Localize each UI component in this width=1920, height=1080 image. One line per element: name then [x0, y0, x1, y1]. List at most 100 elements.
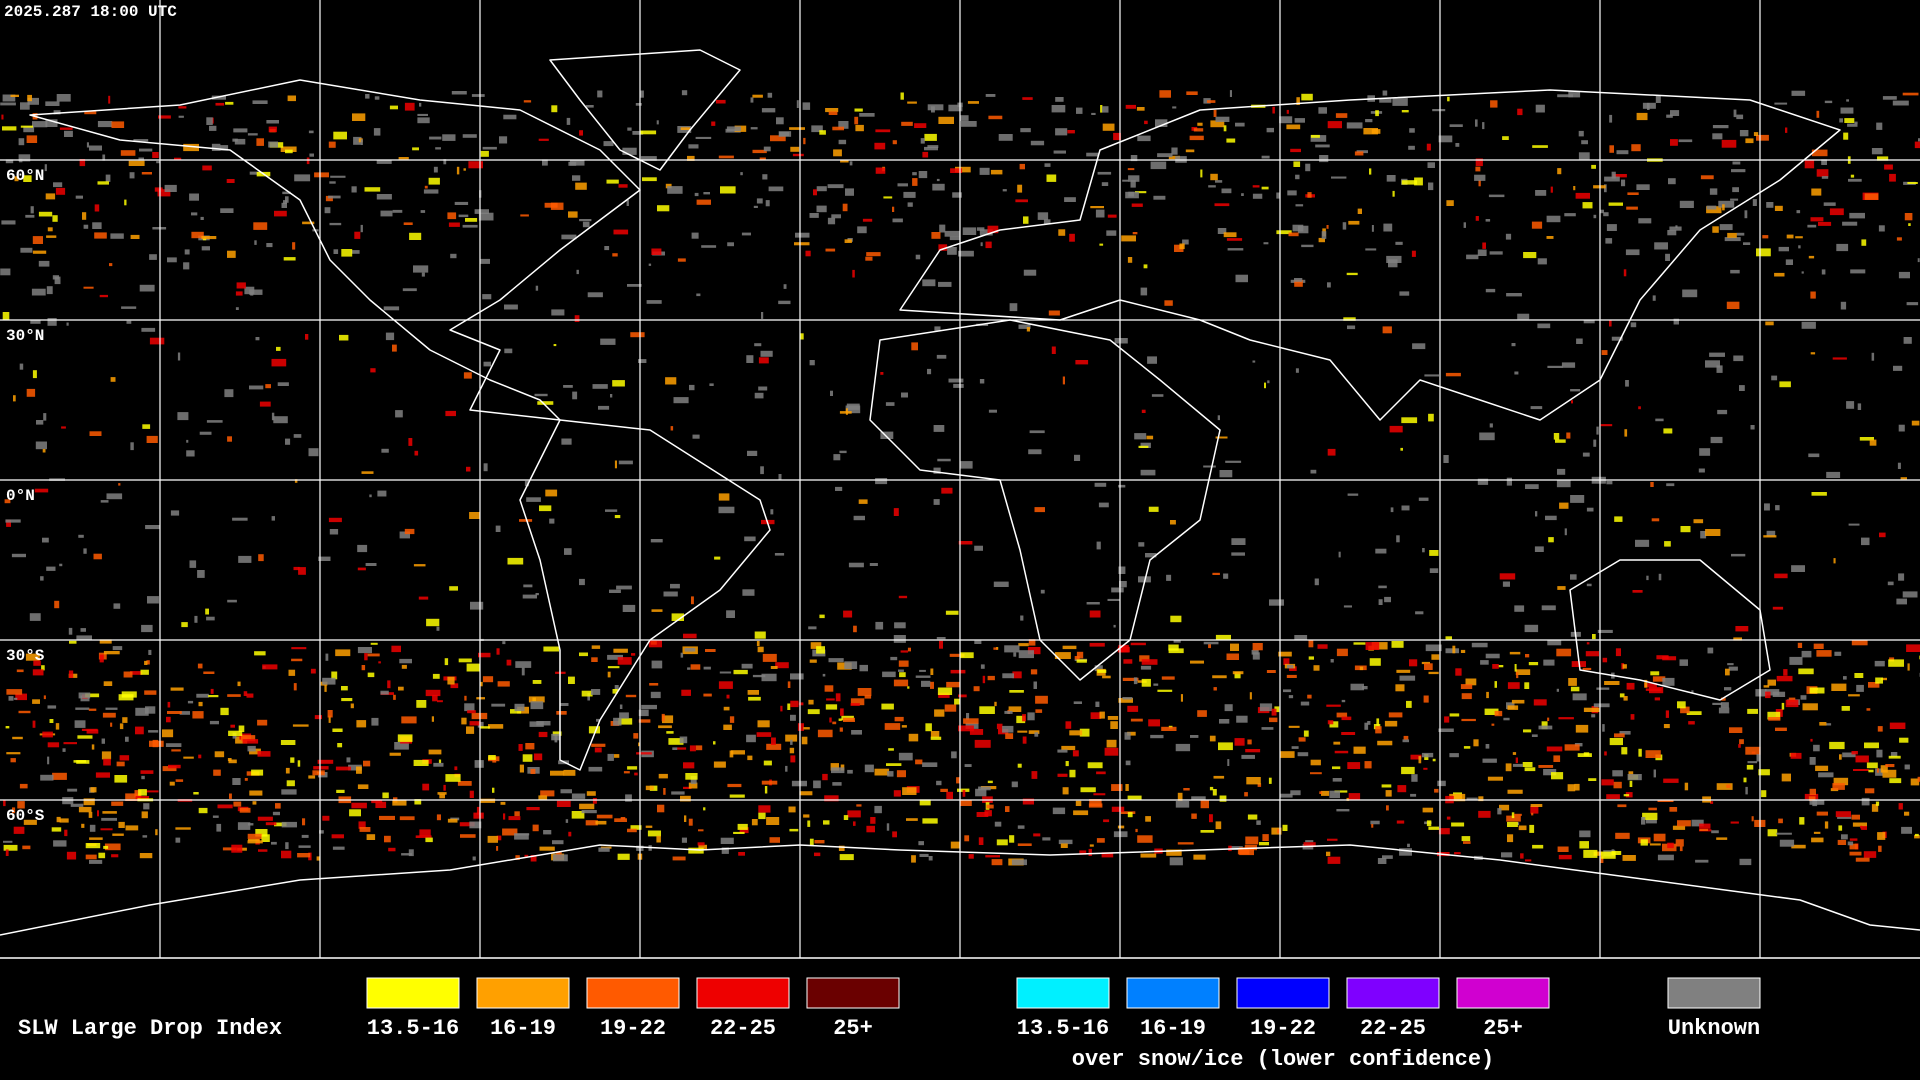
cloud-patch [933, 425, 945, 432]
cloud-patch [1885, 764, 1895, 768]
cloud-patch [141, 327, 156, 332]
cloud-patch [271, 358, 287, 367]
cloud-patch [177, 412, 189, 421]
timestamp: 2025.287 18:00 UTC [4, 3, 177, 21]
cloud-patch [1547, 639, 1562, 646]
cloud-patch [761, 312, 764, 319]
cloud-patch [785, 765, 788, 772]
cloud-patch [164, 184, 177, 192]
cloud-patch [100, 500, 109, 503]
cloud-patch [458, 214, 469, 218]
cloud-patch [1268, 777, 1272, 784]
cloud-patch [371, 717, 379, 726]
cloud-patch [553, 344, 557, 347]
cloud-patch [901, 725, 907, 728]
cloud-patch [479, 258, 490, 264]
cloud-patch [1636, 184, 1650, 190]
cloud-patch [571, 811, 585, 819]
cloud-patch [1168, 644, 1179, 651]
cloud-patch [111, 121, 125, 128]
cloud-patch [1774, 573, 1788, 579]
cloud-patch [102, 712, 116, 718]
cloud-patch [658, 725, 672, 729]
cloud-patch [1653, 769, 1656, 778]
cloud-patch [0, 102, 16, 106]
cloud-patch [232, 517, 248, 521]
cloud-patch [1343, 317, 1356, 321]
legend-swatch [806, 977, 900, 1009]
cloud-patch [97, 181, 109, 185]
cloud-patch [1626, 206, 1638, 210]
cloud-patch [783, 284, 787, 289]
cloud-patch [591, 645, 601, 649]
cloud-patch [1525, 859, 1532, 862]
cloud-patch [1123, 659, 1133, 664]
cloud-patch [290, 757, 295, 763]
cloud-patch [963, 718, 979, 724]
cloud-patch [1729, 727, 1743, 733]
cloud-patch [1134, 433, 1147, 440]
cloud-patch [1247, 739, 1252, 745]
cloud-patch [974, 545, 983, 551]
cloud-patch [1140, 665, 1152, 670]
cloud-patch [614, 460, 617, 469]
cloud-patch [1062, 787, 1069, 795]
cloud-patch [819, 130, 826, 135]
cloud-patch [1009, 835, 1015, 843]
cloud-patch [787, 681, 791, 688]
cloud-patch [1616, 150, 1629, 155]
cloud-patch [442, 134, 456, 141]
cloud-patch [592, 384, 608, 389]
cloud-patch [919, 669, 926, 672]
cloud-patch [1517, 108, 1523, 116]
cloud-patch [907, 647, 911, 652]
cloud-patch [297, 853, 311, 858]
cloud-patch [1528, 662, 1539, 666]
cloud-patch [62, 748, 66, 752]
cloud-patch [1776, 832, 1792, 835]
cloud-patch [1122, 179, 1129, 182]
cloud-patch [1800, 695, 1807, 700]
cloud-patch [463, 372, 472, 379]
cloud-patch [192, 711, 204, 719]
cloud-patch [1062, 645, 1077, 650]
cloud-patch [568, 676, 575, 684]
cloud-patch [271, 516, 275, 521]
cloud-patch [1473, 739, 1479, 747]
cloud-patch [335, 649, 351, 657]
cloud-patch [1566, 432, 1571, 439]
cloud-patch [401, 664, 407, 669]
cloud-patch [1756, 248, 1771, 257]
cloud-patch [1515, 669, 1531, 675]
cloud-patch [853, 625, 857, 633]
cloud-patch [1918, 138, 1920, 142]
cloud-patch [1727, 663, 1734, 666]
cloud-patch [257, 816, 273, 821]
cloud-patch [1414, 177, 1423, 186]
cloud-patch [227, 250, 236, 258]
cloud-patch [705, 649, 716, 652]
cloud-patch [1816, 169, 1829, 177]
cloud-patch [1564, 213, 1576, 217]
cloud-patch [454, 201, 469, 205]
legend-label: 22-25 [1360, 1016, 1426, 1041]
cloud-patch [839, 727, 843, 732]
cloud-patch [1294, 635, 1308, 641]
cloud-patch [1028, 730, 1040, 734]
cloud-patch [228, 730, 243, 736]
cloud-patch [370, 368, 376, 373]
cloud-patch [924, 146, 938, 151]
cloud-patch [1779, 381, 1791, 388]
cloud-patch [102, 811, 117, 814]
cloud-patch [1482, 122, 1485, 130]
cloud-patch [1720, 702, 1729, 708]
cloud-patch [1478, 810, 1491, 818]
cloud-patch [111, 854, 119, 858]
cloud-patch [1069, 233, 1075, 242]
cloud-patch [417, 113, 428, 116]
cloud-patch [542, 159, 548, 166]
cloud-patch [168, 764, 181, 769]
cloud-patch [1330, 659, 1334, 663]
cloud-patch [1396, 669, 1411, 673]
coast-greenland [549, 49, 741, 171]
